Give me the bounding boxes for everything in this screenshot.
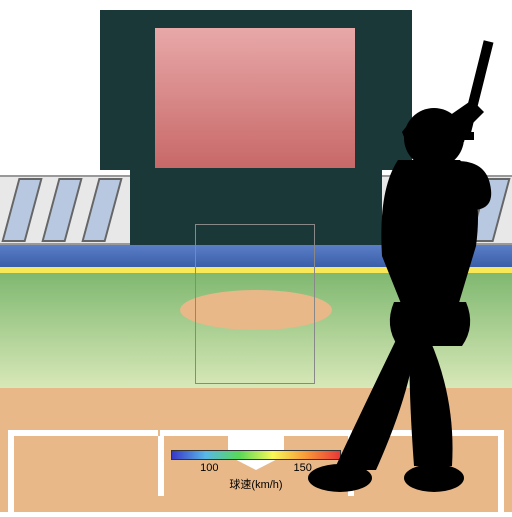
pitch-chart-stage: 100 150 球速(km/h) [0,0,512,512]
strike-zone [195,224,315,384]
legend-tick-spacer [161,462,164,474]
legend-tick-spacer [254,462,257,474]
batters-box-left [8,430,158,512]
legend-tick: 100 [200,462,218,474]
batter-silhouette [298,40,512,512]
